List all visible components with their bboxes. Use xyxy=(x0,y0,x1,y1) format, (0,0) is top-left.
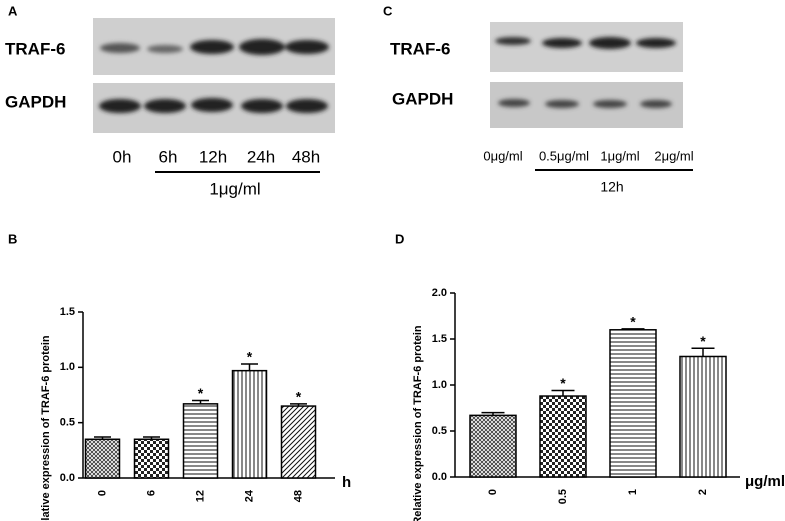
lane-label: 12h xyxy=(199,147,227,166)
error-bar xyxy=(192,399,209,404)
x-tick-label: 0 xyxy=(487,489,499,495)
significance: * xyxy=(560,375,566,391)
significance: * xyxy=(296,389,302,405)
bands xyxy=(99,39,329,113)
lane-label: 48h xyxy=(292,147,320,166)
x-tick-label: 12 xyxy=(194,490,206,502)
panel-letter: D xyxy=(395,231,404,246)
y-axis-label: Relative expression of TRAF-6 protein xyxy=(40,335,52,521)
x-unit: h xyxy=(342,474,351,491)
y-tick-label: 0.0 xyxy=(432,471,447,483)
lane-label: 6h xyxy=(159,147,178,166)
x-tick-label: 24 xyxy=(243,489,255,502)
error-bar xyxy=(481,411,505,416)
bar xyxy=(679,355,727,478)
error-bar xyxy=(621,328,645,330)
y-axis-label: Relative expression of TRAF-6 protein xyxy=(412,325,424,521)
bar xyxy=(182,403,219,479)
significance: * xyxy=(630,314,636,330)
row-label: GAPDH xyxy=(392,89,453,108)
panel-letter: A xyxy=(8,3,18,18)
lane-label: 0.5μg/ml xyxy=(539,148,589,163)
panel-letter: B xyxy=(8,231,17,246)
lane-label: 24h xyxy=(247,147,275,166)
error-bar xyxy=(551,389,575,397)
x-tick-label: 0.5 xyxy=(557,489,569,504)
y-tick-label: 2.0 xyxy=(432,287,447,299)
lane-label: 2μg/ml xyxy=(654,148,693,163)
error-bar xyxy=(691,347,715,357)
y-tick-label: 1.5 xyxy=(60,306,75,318)
row-label: TRAF-6 xyxy=(390,39,450,58)
bar xyxy=(84,438,121,479)
y-tick-label: 1.5 xyxy=(432,333,447,345)
significance: * xyxy=(247,349,253,365)
row-label: GAPDH xyxy=(5,92,66,111)
lane-label: 1μg/ml xyxy=(600,148,639,163)
error-bar xyxy=(143,436,160,440)
x-tick-label: 6 xyxy=(145,490,157,496)
significance: * xyxy=(700,333,706,349)
y-tick-label: 0.0 xyxy=(60,472,75,484)
x-tick-label: 48 xyxy=(292,490,304,502)
condition: 12h xyxy=(600,179,623,195)
bar xyxy=(539,395,587,478)
error-bar xyxy=(290,403,307,407)
bar xyxy=(609,329,657,478)
bar xyxy=(133,438,170,479)
y-tick-label: 0.5 xyxy=(60,417,75,429)
x-unit: μg/ml xyxy=(745,473,785,490)
condition: 1μg/ml xyxy=(209,179,260,198)
error-bar xyxy=(94,436,111,440)
panel-letter: C xyxy=(383,3,393,18)
row-label: TRAF-6 xyxy=(5,39,65,58)
y-tick-label: 1.0 xyxy=(60,361,75,373)
lane-label: 0h xyxy=(113,147,132,166)
error-bar xyxy=(241,363,258,371)
significance: * xyxy=(198,385,204,401)
x-tick-label: 2 xyxy=(697,489,709,495)
bar xyxy=(469,414,517,478)
y-tick-label: 0.5 xyxy=(432,425,447,437)
y-tick-label: 1.0 xyxy=(432,379,447,391)
bands xyxy=(495,37,676,108)
x-tick-label: 1 xyxy=(627,489,639,495)
lane-label: 0μg/ml xyxy=(483,148,522,163)
bar xyxy=(280,405,317,479)
bar xyxy=(231,369,268,479)
x-tick-label: 0 xyxy=(96,490,108,496)
